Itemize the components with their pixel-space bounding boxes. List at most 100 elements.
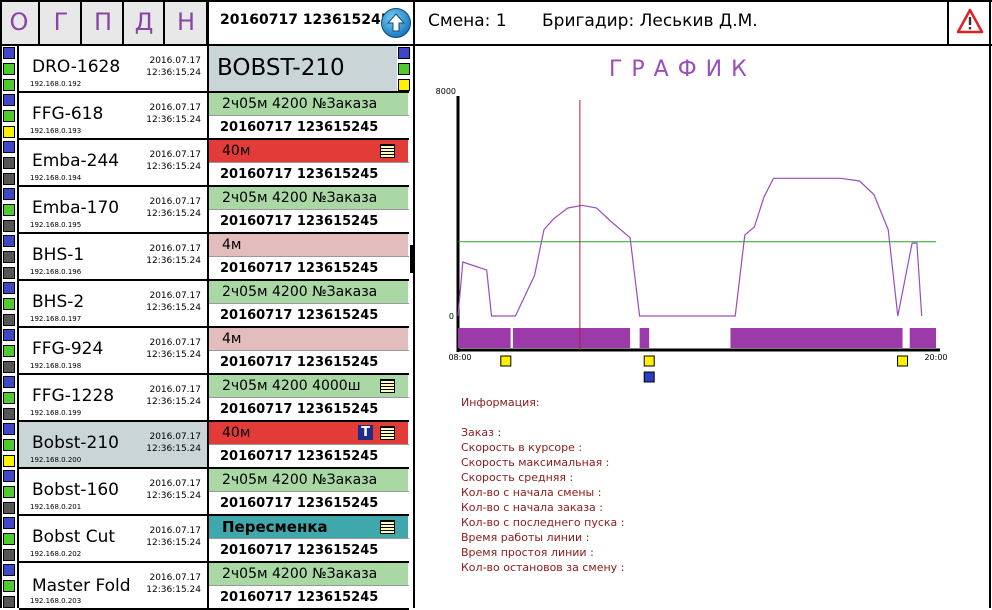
document-icon[interactable] xyxy=(380,426,395,440)
frame-header-bottom xyxy=(0,44,992,46)
row-divider xyxy=(19,561,409,563)
machine-date: 2016.07.17 xyxy=(149,56,201,66)
selected-machine-title: BOBST-210 xyxy=(217,55,345,81)
status-square xyxy=(3,486,15,498)
status-divider xyxy=(209,538,409,539)
row-divider xyxy=(19,279,409,281)
nav-bar xyxy=(0,0,208,46)
machine-ip: 192.168.0.198 xyxy=(30,362,82,370)
status-square xyxy=(3,235,15,247)
machine-row[interactable]: Bobst-160 192.168.0.201 2016.07.17 12:36:15… xyxy=(0,469,410,516)
selected-square-1 xyxy=(398,47,410,59)
row-divider xyxy=(19,514,409,516)
machine-row[interactable]: FFG-1228 192.168.0.199 2016.07.17 12:36:15.… xyxy=(0,375,410,422)
machine-status[interactable]: 2ч05м 4200 №Заказа xyxy=(209,281,408,303)
info-line: Время простоя линии : xyxy=(461,546,594,559)
activity-block xyxy=(909,328,936,348)
machine-row[interactable]: Bobst Cut 192.168.0.202 2016.07.17 12:36:15… xyxy=(0,516,410,563)
nav-button-n[interactable]: Н xyxy=(166,0,208,44)
row-divider xyxy=(19,467,409,469)
activity-block xyxy=(730,328,903,348)
machine-row[interactable]: FFG-618 192.168.0.193 2016.07.17 12:36:15.2… xyxy=(0,93,410,140)
machine-order-code: 20160717 123615245 xyxy=(220,214,379,229)
machine-time: 12:36:15.24 xyxy=(146,585,201,595)
status-square xyxy=(3,533,15,545)
status-square xyxy=(3,110,15,122)
machine-name: FFG-1228 xyxy=(32,386,115,406)
speed-chart[interactable]: 8000 0 08:00 20:00 xyxy=(430,88,960,388)
machine-ip: 192.168.0.199 xyxy=(30,409,82,417)
machine-time: 12:36:15.24 xyxy=(146,538,201,548)
document-icon[interactable] xyxy=(380,379,395,393)
machine-time: 12:36:15.24 xyxy=(146,491,201,501)
machine-cell-bg xyxy=(19,234,207,280)
info-line: Скорость в курсоре : xyxy=(461,441,583,454)
chart-title: ГРАФИК xyxy=(609,57,756,82)
y-min-label: 0 xyxy=(449,312,454,321)
status-square xyxy=(3,455,15,467)
status-square xyxy=(3,267,15,279)
machine-order-code: 20160717 123615245 xyxy=(220,543,379,558)
machine-date: 2016.07.17 xyxy=(149,526,201,536)
row-divider xyxy=(19,185,409,187)
machine-row[interactable]: BHS-2 192.168.0.197 2016.07.17 12:36:15.24 2… xyxy=(0,281,410,328)
machine-cell-bg xyxy=(19,93,207,139)
list-scrollbar[interactable] xyxy=(410,245,414,273)
machine-time: 12:36:15.24 xyxy=(146,115,201,125)
machine-cell-bg xyxy=(19,46,207,92)
status-square xyxy=(3,251,15,263)
arrow-up-icon[interactable] xyxy=(381,8,411,38)
status-divider xyxy=(209,491,409,492)
machine-status[interactable]: 2ч05м 4200 №Заказа xyxy=(209,469,408,491)
machine-status[interactable]: 2ч05м 4200 №Заказа xyxy=(209,563,408,585)
machine-time: 12:36:15.24 xyxy=(146,444,201,454)
nav-button-d[interactable]: Д xyxy=(125,0,165,44)
machine-status[interactable]: 4м xyxy=(209,234,408,256)
machine-date: 2016.07.17 xyxy=(149,385,201,395)
status-divider xyxy=(209,256,409,257)
selected-machine-panel xyxy=(209,46,397,92)
frame-col-warning xyxy=(947,0,949,46)
machine-row[interactable]: Master Fold 192.168.0.203 2016.07.17 12:36:… xyxy=(0,563,410,610)
nav-button-o[interactable]: О xyxy=(0,0,40,44)
machine-row[interactable]: FFG-924 192.168.0.198 2016.07.17 12:36:15.2… xyxy=(0,328,410,375)
machine-row[interactable]: BHS-1 192.168.0.196 2016.07.17 12:36:15.24 4… xyxy=(0,234,410,281)
tool-t-icon[interactable]: T xyxy=(358,425,373,440)
nav-button-g[interactable]: Г xyxy=(42,0,82,44)
machine-order-code: 20160717 123615245 xyxy=(220,355,379,370)
machine-status[interactable]: 40м xyxy=(209,140,408,162)
machine-status[interactable]: 2ч05м 4200 №Заказа xyxy=(209,93,408,115)
machine-status[interactable]: 2ч05м 4200 4000ш xyxy=(209,375,408,397)
status-square xyxy=(3,298,15,310)
machine-row[interactable]: Emba-170 192.168.0.195 2016.07.17 12:36:15.… xyxy=(0,187,410,234)
warning-icon[interactable] xyxy=(956,8,984,38)
info-line: Скорость средняя : xyxy=(461,471,574,484)
document-icon[interactable] xyxy=(380,520,395,534)
document-icon[interactable] xyxy=(380,144,395,158)
machine-row[interactable]: Emba-244 192.168.0.194 2016.07.17 12:36:15.… xyxy=(0,140,410,187)
machine-name: DRO-1628 xyxy=(32,57,121,77)
machine-status[interactable]: 40м xyxy=(209,422,408,444)
machine-name: BHS-2 xyxy=(32,292,85,312)
machine-status[interactable]: 2ч05м 4200 №Заказа xyxy=(209,187,408,209)
frame-right xyxy=(989,0,991,608)
info-line: Кол-во с последнего пуска : xyxy=(461,516,625,529)
frame-left xyxy=(0,0,2,608)
status-divider xyxy=(209,585,409,586)
status-square xyxy=(3,47,15,59)
machine-date: 2016.07.17 xyxy=(149,197,201,207)
machine-time: 12:36:15.24 xyxy=(146,397,201,407)
nav-button-p[interactable]: П xyxy=(84,0,124,44)
machine-time: 12:36:15.24 xyxy=(146,209,201,219)
machine-order-code: 20160717 123615245 xyxy=(220,402,379,417)
selected-square-3 xyxy=(398,79,410,91)
machine-status[interactable]: 4м xyxy=(209,328,408,350)
status-square xyxy=(3,596,15,608)
machine-ip: 192.168.0.197 xyxy=(30,315,82,323)
machine-order-code: 20160717 123615245 xyxy=(220,120,379,135)
frame-col-list xyxy=(413,0,415,608)
machine-status[interactable]: Пересменка xyxy=(209,516,408,538)
status-square xyxy=(3,580,15,592)
machine-row[interactable]: Bobst-210 192.168.0.200 2016.07.17 12:36:15… xyxy=(0,422,410,469)
machine-row[interactable]: DRO-1628 192.168.0.192 2016.07.17 12:36:15.… xyxy=(0,46,410,93)
